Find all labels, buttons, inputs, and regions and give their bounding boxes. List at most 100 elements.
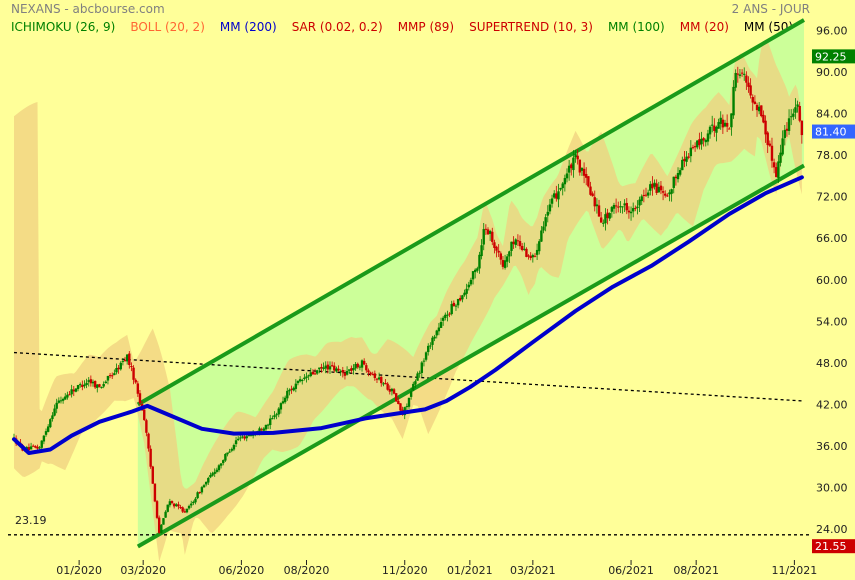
candle-body bbox=[640, 196, 643, 202]
candle-body bbox=[46, 426, 50, 432]
candle-body bbox=[597, 205, 601, 217]
candle-body bbox=[341, 370, 345, 373]
candle-body bbox=[540, 230, 543, 242]
candle-body bbox=[382, 383, 385, 385]
candle-body bbox=[561, 183, 564, 189]
candle-body bbox=[503, 260, 507, 268]
candle-body bbox=[713, 125, 716, 131]
legend-item-2: MM (200) bbox=[220, 20, 277, 34]
candle-body bbox=[412, 383, 415, 391]
candle-body bbox=[535, 249, 539, 255]
candle-body bbox=[241, 436, 244, 438]
candle-body bbox=[354, 363, 357, 369]
candle-body bbox=[480, 245, 483, 257]
candle-body bbox=[473, 269, 477, 273]
candle-body bbox=[721, 119, 725, 128]
candle-body bbox=[36, 446, 39, 449]
candle-body bbox=[484, 228, 488, 230]
candle-body bbox=[399, 403, 402, 411]
candle-body bbox=[757, 106, 761, 112]
y-tick-11: 30.00 bbox=[816, 482, 848, 495]
y-tick-2: 84.00 bbox=[816, 108, 848, 121]
candle-body bbox=[215, 469, 219, 472]
x-tick-0: 01/2020 bbox=[56, 564, 102, 577]
candle-body bbox=[183, 511, 187, 513]
candle-body bbox=[147, 433, 150, 449]
candle-body bbox=[313, 373, 317, 375]
candle-body bbox=[762, 114, 765, 123]
candle-body bbox=[781, 138, 784, 155]
candle-body bbox=[740, 72, 744, 74]
support-label: 23.19 bbox=[15, 514, 47, 527]
candle-body bbox=[653, 182, 656, 187]
candle-body bbox=[328, 366, 332, 370]
candle-body bbox=[657, 186, 661, 193]
candle-body bbox=[168, 501, 172, 506]
candle-body bbox=[78, 384, 82, 386]
price-badge-last-label: 81.40 bbox=[815, 126, 847, 139]
candle-body bbox=[213, 471, 216, 474]
candle-body bbox=[625, 202, 628, 211]
y-tick-4: 72.00 bbox=[816, 191, 848, 204]
candle-body bbox=[578, 159, 582, 173]
y-tick-1: 90.00 bbox=[816, 66, 848, 79]
candle-body bbox=[433, 336, 436, 339]
chart-title: NEXANS - abcbourse.com bbox=[11, 2, 165, 16]
candle-body bbox=[520, 245, 524, 250]
candle-body bbox=[373, 373, 377, 378]
candle-body bbox=[303, 377, 306, 380]
candle-body bbox=[145, 420, 148, 433]
axis-ticks: 96.00 90.00 84.00 78.00 72.00 66.00 60.00 54.00… bbox=[56, 24, 855, 577]
candle-body bbox=[608, 213, 611, 219]
candle-body bbox=[783, 129, 786, 138]
candle-body bbox=[153, 483, 157, 502]
y-tick-5: 66.00 bbox=[816, 232, 848, 245]
candle-body bbox=[476, 268, 479, 271]
candle-body bbox=[452, 302, 456, 307]
candle-body bbox=[100, 387, 103, 389]
candle-body bbox=[348, 369, 351, 371]
candle-body bbox=[224, 453, 227, 461]
legend-item-4: MMP (89) bbox=[398, 20, 454, 34]
candle-body bbox=[418, 372, 421, 374]
candle-body bbox=[164, 511, 167, 518]
candle-body bbox=[546, 211, 549, 216]
candle-body bbox=[508, 251, 511, 257]
indicator-legend: ICHIMOKU (26, 9) BOLL (20, 2) MM (200) SAR … bbox=[11, 20, 793, 34]
candle-body bbox=[538, 241, 541, 252]
candle-body bbox=[181, 507, 184, 512]
candle-body bbox=[668, 192, 671, 195]
legend-item-6: MM (100) bbox=[608, 20, 665, 34]
candle-body bbox=[375, 378, 379, 380]
candle-body bbox=[392, 389, 396, 394]
candle-body bbox=[202, 485, 206, 488]
candle-body bbox=[510, 241, 513, 251]
candle-body bbox=[166, 504, 169, 512]
candle-body bbox=[672, 176, 675, 188]
candle-body bbox=[676, 173, 680, 180]
candle-body bbox=[343, 372, 347, 376]
candle-body bbox=[32, 445, 35, 447]
candle-body bbox=[283, 397, 287, 403]
candle-body bbox=[700, 138, 703, 145]
candle-body bbox=[736, 73, 740, 75]
candle-body bbox=[450, 304, 453, 315]
legend-item-0: ICHIMOKU (26, 9) bbox=[11, 20, 115, 34]
candle-body bbox=[38, 447, 41, 449]
candle-body bbox=[800, 120, 804, 136]
candle-body bbox=[219, 463, 223, 466]
legend-item-5: SUPERTREND (10, 3) bbox=[469, 20, 593, 34]
candle-body bbox=[115, 368, 118, 373]
candle-body bbox=[719, 117, 722, 124]
candle-body bbox=[326, 364, 330, 370]
candle-body bbox=[792, 113, 795, 117]
candle-body bbox=[770, 145, 774, 161]
candle-body bbox=[437, 327, 441, 332]
candle-body bbox=[91, 381, 95, 384]
candle-body bbox=[593, 197, 596, 207]
candle-body bbox=[104, 381, 108, 384]
candle-body bbox=[629, 211, 633, 214]
candle-body bbox=[271, 418, 274, 420]
candle-body bbox=[734, 72, 737, 88]
